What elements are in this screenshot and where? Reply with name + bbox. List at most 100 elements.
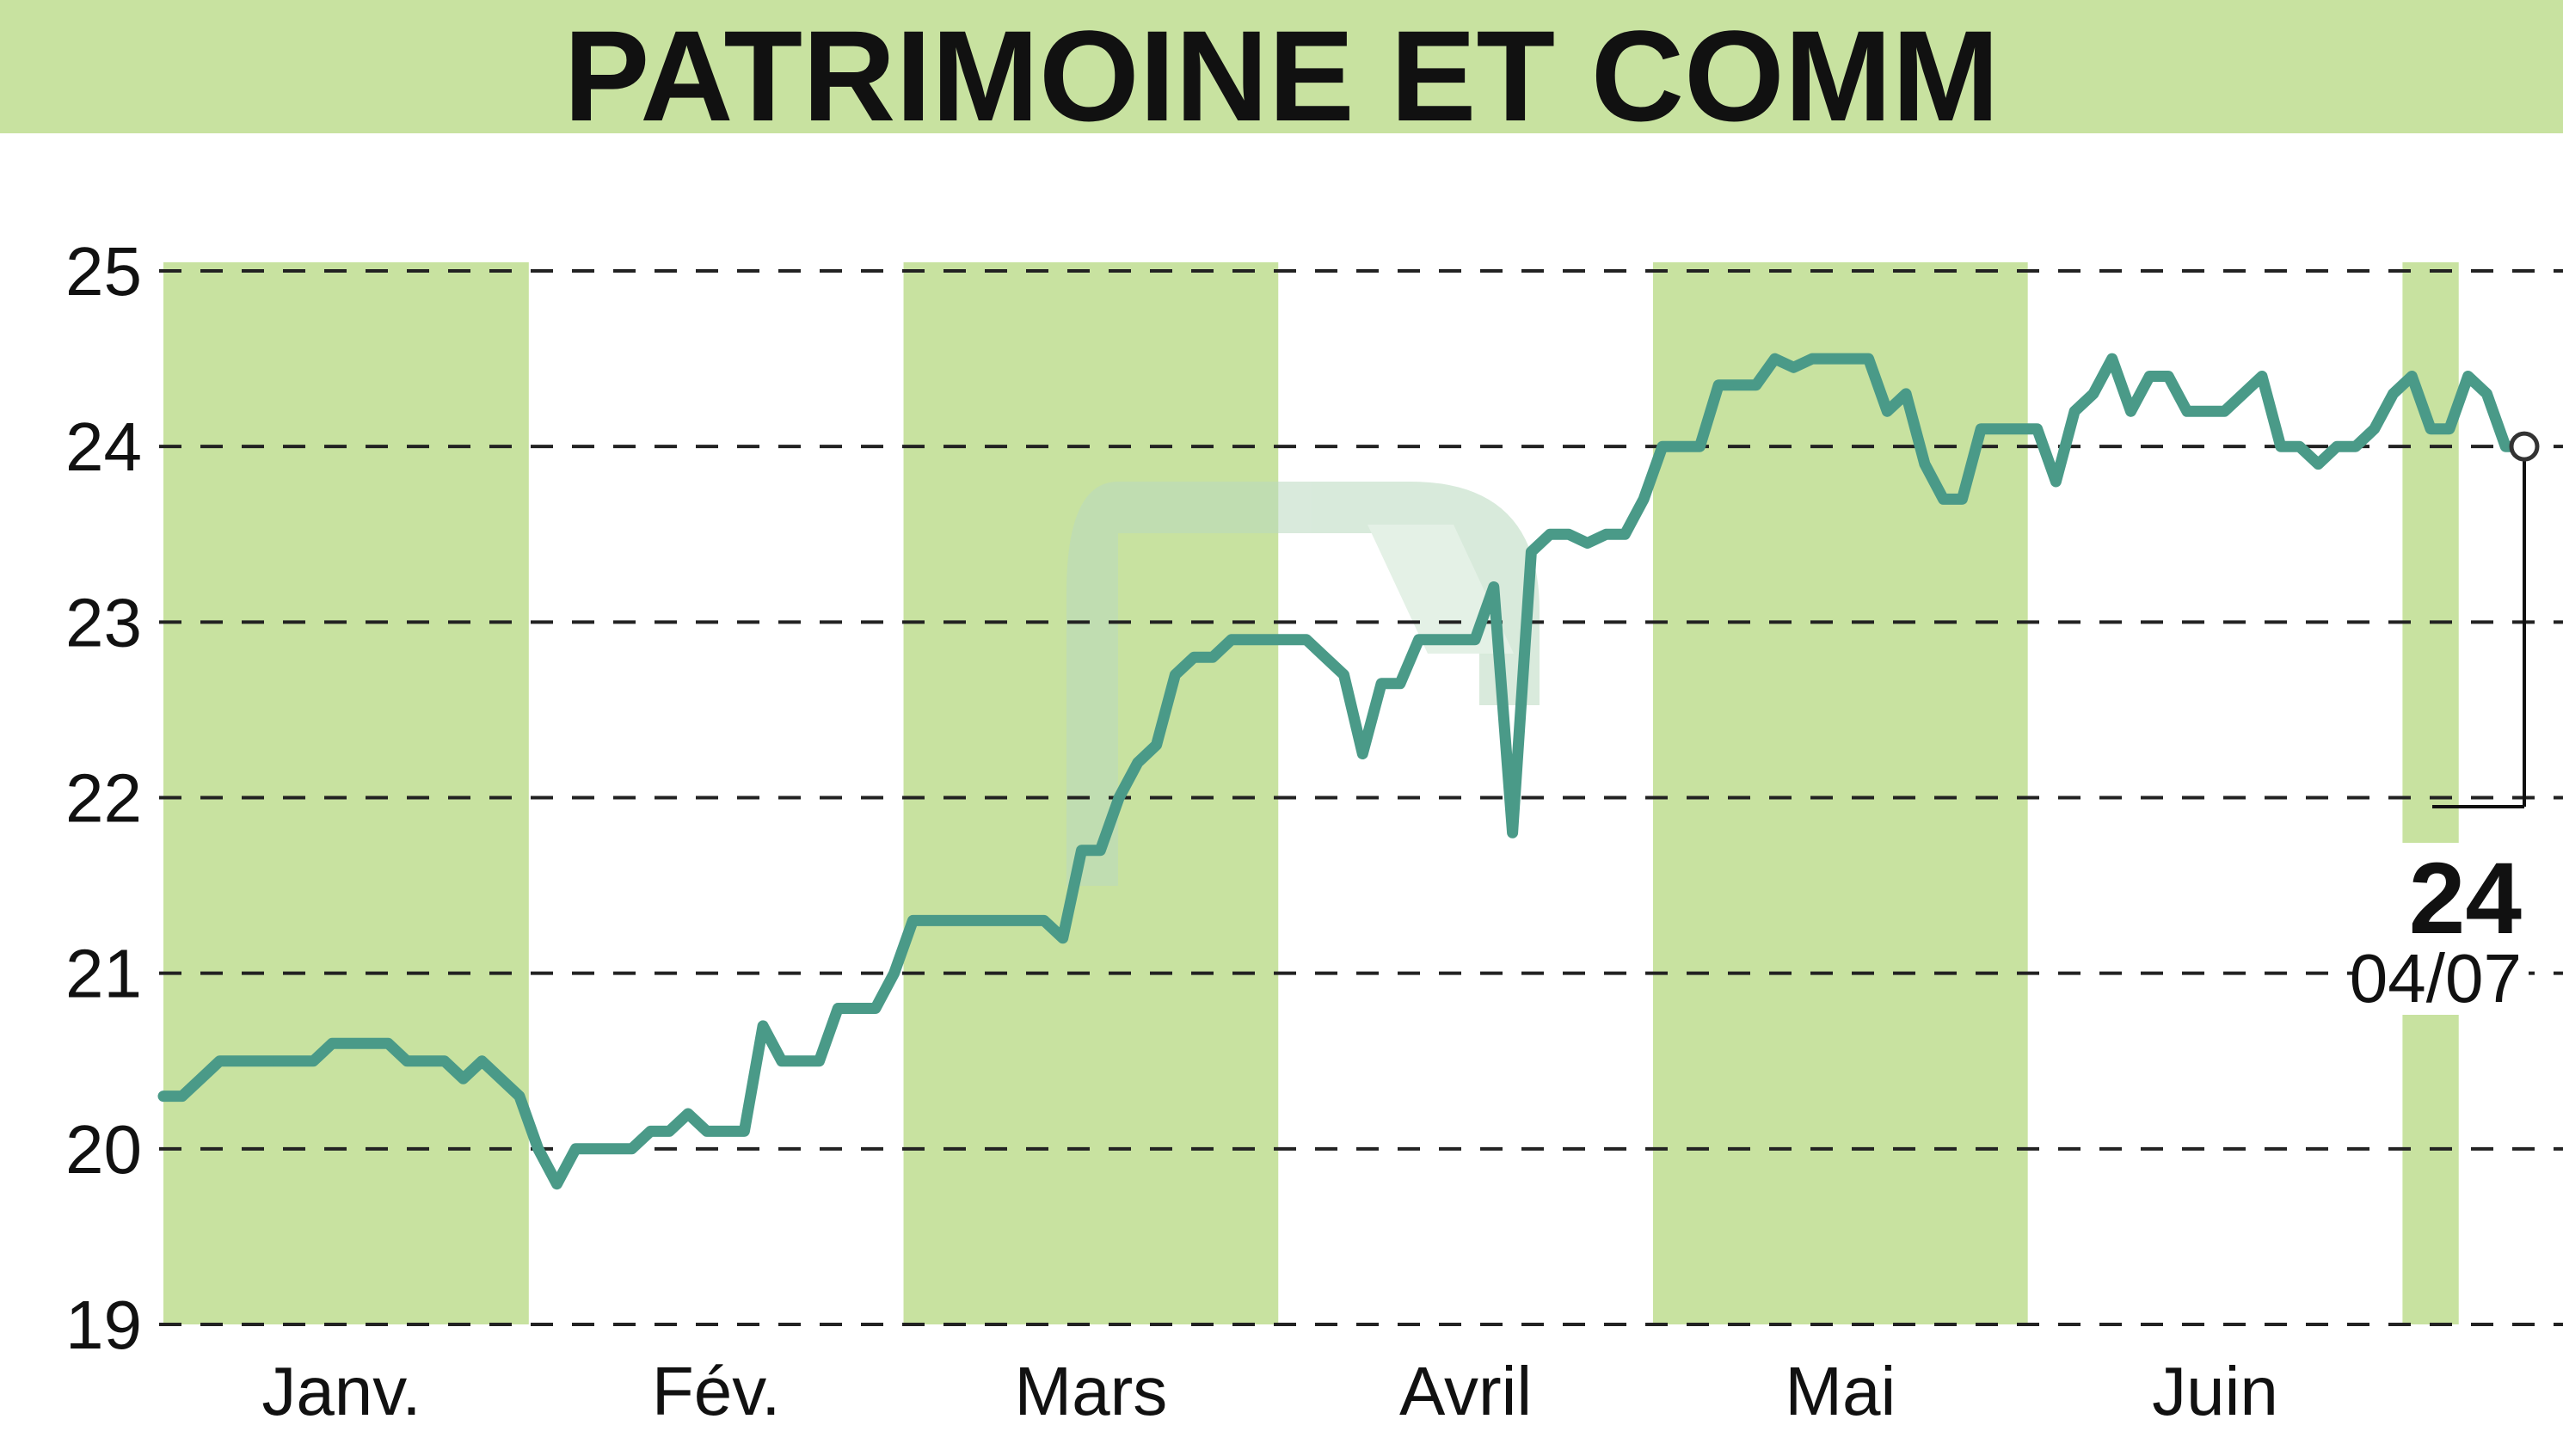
data-point [2182,407,2191,416]
data-point [2051,477,2061,486]
data-point [2201,407,2210,416]
data-point [646,1127,655,1136]
data-point [1320,653,1330,662]
data-point [2333,442,2342,452]
data-point [2388,389,2398,398]
month-band-Janv. [163,262,529,1324]
data-point [496,1074,506,1084]
data-point [2426,424,2436,433]
data-point [1546,530,1555,539]
data-point [2013,424,2023,433]
data-point [1489,582,1498,592]
data-point [1152,740,1161,750]
y-tick-label: 24 [65,409,142,485]
data-point [1714,380,1724,390]
data-point [1676,442,1686,452]
data-point [2482,389,2492,398]
data-point [215,1056,224,1066]
x-tick-label: Janv. [261,1353,421,1429]
data-point [946,916,955,925]
data-point [1245,635,1255,644]
data-point [2369,424,2379,433]
data-point [159,1091,168,1101]
data-point [2314,459,2323,469]
data-point [1639,495,1649,504]
x-tick-label: Mars [1015,1353,1168,1429]
month-band-Mai [1652,262,2028,1324]
data-point [833,1004,843,1013]
data-point [702,1127,711,1136]
data-point [1826,354,1835,364]
data-point [2276,442,2285,452]
data-point [384,1039,393,1048]
data-point [1301,635,1311,644]
x-tick-label: Fév. [652,1353,781,1429]
data-point [1452,635,1461,644]
data-point [552,1179,562,1189]
last-value-marker [2509,431,2540,462]
data-point [796,1056,805,1066]
data-point [328,1039,337,1048]
data-point [458,1074,468,1084]
data-point [421,1056,430,1066]
data-point [571,1144,581,1153]
price-series-points [159,354,2529,1189]
data-point [759,1021,768,1030]
data-point [2145,372,2154,381]
data-point [1377,679,1386,688]
y-tick-label: 22 [65,760,142,837]
data-point [1077,845,1086,855]
data-point [1958,495,1967,504]
data-point [2088,389,2098,398]
data-point [1096,845,1105,855]
data-point [177,1091,187,1101]
data-point [439,1056,449,1066]
data-point [2463,372,2473,381]
data-point [196,1074,206,1084]
data-point [1508,828,1517,838]
x-tick-label: Avril [1399,1353,1532,1429]
data-point [1620,530,1630,539]
data-point [1264,635,1274,644]
last-value-backdrop [2357,843,2529,1015]
data-point [1021,916,1030,925]
data-point [1058,933,1067,943]
last-date-label: 04/07 [2350,940,2522,1017]
month-bands [163,262,2459,1324]
data-point [2032,424,2042,433]
data-point [271,1056,280,1066]
data-point [2107,354,2117,364]
data-point [1695,442,1705,452]
y-gridlines [159,269,2563,1326]
data-point [1433,635,1442,644]
y-tick-label: 19 [65,1287,142,1363]
data-point [927,916,937,925]
data-point [346,1039,355,1048]
data-point [1133,758,1142,767]
data-point [1283,635,1293,644]
y-tick-label: 25 [65,233,142,310]
data-point [1864,354,1873,364]
data-point [1808,354,1817,364]
data-point [721,1127,730,1136]
data-point [1939,495,1948,504]
data-point [1657,442,1667,452]
data-point [309,1056,318,1066]
x-tick-label: Juin [2152,1353,2278,1429]
data-point [777,1056,786,1066]
data-point [365,1039,374,1048]
data-point [1751,380,1761,390]
data-point [1601,530,1611,539]
data-point [2501,442,2511,452]
data-point [665,1127,674,1136]
data-point [1414,635,1423,644]
data-point [2407,372,2417,381]
data-point [403,1056,412,1066]
data-point [514,1091,524,1101]
data-point [627,1144,636,1153]
data-point [1733,380,1742,390]
data-point [2258,372,2266,381]
data-point [2351,442,2360,452]
data-point [908,916,918,925]
